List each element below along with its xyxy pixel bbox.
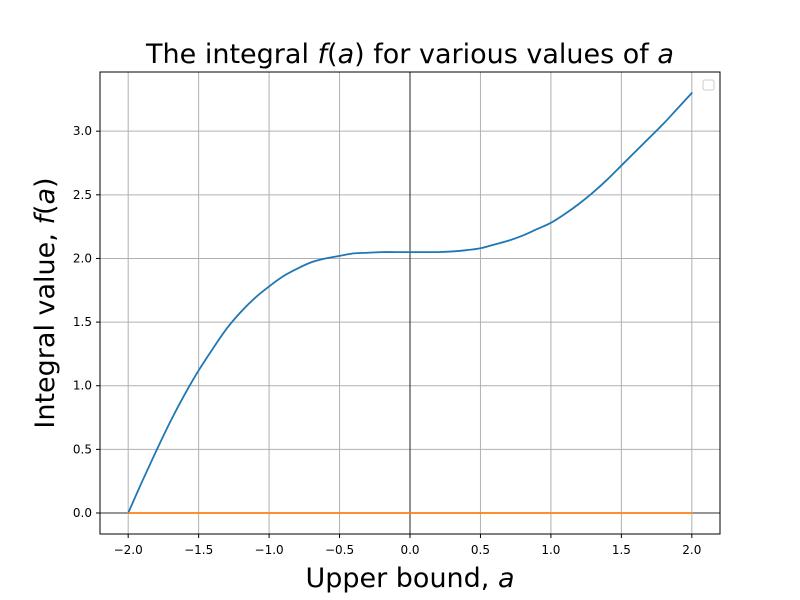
legend-box xyxy=(702,79,715,91)
y-tick-label: 2.5 xyxy=(73,188,92,202)
series-layer xyxy=(127,92,693,514)
x-tick-label: −1.5 xyxy=(184,543,213,557)
y-axis-ticks: 0.0 0.5 1.0 1.5 2.0 2.5 3.0 xyxy=(73,124,100,520)
x-axis-ticks: −2.0 −1.5 −1.0 −0.5 0.0 0.5 1.0 1.5 2.0 xyxy=(114,534,701,557)
y-axis-label-arg: a xyxy=(30,188,61,205)
y-axis-label: Integral value, f(a) xyxy=(30,177,61,428)
x-tick-label: 1.5 xyxy=(612,543,631,557)
title-open: ( xyxy=(327,39,338,70)
x-tick-label: 1.0 xyxy=(541,543,560,557)
title-tail: a xyxy=(657,39,674,70)
y-axis-label-text: Integral value, xyxy=(30,225,61,429)
y-axis-label-open: ( xyxy=(30,204,61,215)
y-tick-label: 1.5 xyxy=(73,315,92,329)
series-line-1 xyxy=(127,92,693,514)
title-close: ) xyxy=(354,39,365,70)
x-tick-label: −0.5 xyxy=(325,543,354,557)
title-prefix: The integral xyxy=(145,39,317,70)
chart-title: The integral f(a) for various values of … xyxy=(145,39,674,70)
y-tick-label: 1.0 xyxy=(73,379,92,393)
title-arg: a xyxy=(338,39,355,70)
x-tick-label: −2.0 xyxy=(114,543,143,557)
y-tick-label: 0.0 xyxy=(73,506,92,520)
x-axis-label-var: a xyxy=(498,563,515,594)
x-axis-label: Upper bound, a xyxy=(305,563,514,594)
y-tick-label: 3.0 xyxy=(73,124,92,138)
title-middle: for various values of xyxy=(365,39,658,70)
y-axis-label-close: ) xyxy=(30,177,61,188)
x-tick-label: 2.0 xyxy=(682,543,701,557)
y-tick-label: 2.0 xyxy=(73,251,92,265)
x-tick-label: 0.5 xyxy=(471,543,490,557)
y-tick-label: 0.5 xyxy=(73,442,92,456)
x-tick-label: 0.0 xyxy=(400,543,419,557)
x-tick-label: −1.0 xyxy=(255,543,284,557)
x-axis-label-text: Upper bound, xyxy=(305,563,498,594)
